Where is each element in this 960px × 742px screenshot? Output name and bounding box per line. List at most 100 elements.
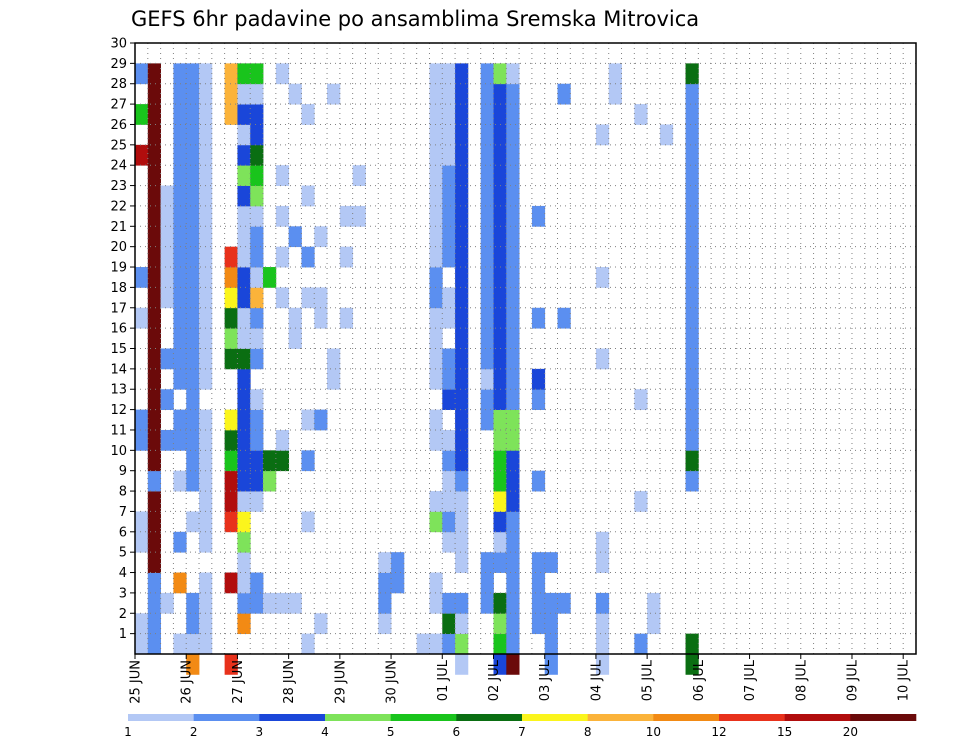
precip-cell: [506, 307, 520, 329]
y-tick-label: 24: [110, 159, 127, 174]
precip-cell: [493, 613, 507, 635]
precip-cell: [160, 185, 174, 207]
precip-cell: [147, 511, 161, 533]
precip-cell: [186, 409, 200, 431]
precip-cell: [199, 470, 213, 492]
precip-cell: [455, 429, 469, 451]
precip-cell: [147, 552, 161, 573]
precip-cell: [186, 83, 200, 105]
precip-cell: [595, 267, 610, 288]
y-tick-label: 10: [110, 444, 127, 459]
precip-cell: [250, 328, 264, 349]
colorbar-label: 12: [711, 725, 726, 739]
precip-cell: [595, 124, 610, 146]
precip-cell: [480, 368, 494, 390]
precip-cell: [135, 429, 149, 451]
precip-cell: [595, 531, 610, 553]
precip-cell: [135, 104, 149, 125]
y-tick-label: 14: [110, 362, 127, 377]
precip-cell: [250, 592, 264, 614]
precip-cell: [160, 389, 174, 410]
precip-cell: [173, 531, 187, 553]
precip-cell: [237, 63, 251, 85]
precip-cell: [173, 368, 187, 390]
precip-cell: [506, 552, 520, 573]
y-tick-label: 4: [119, 566, 127, 581]
precip-cell: [199, 572, 213, 594]
precip-cell: [275, 450, 290, 472]
precip-cell: [493, 429, 507, 451]
precip-cell: [173, 246, 187, 268]
precip-cell: [455, 205, 469, 227]
precip-cell: [160, 246, 174, 268]
precip-cell: [506, 409, 520, 431]
precip-cell: [224, 246, 238, 268]
precip-cell: [186, 267, 200, 288]
precip-cell: [634, 389, 648, 410]
precip-cell: [544, 552, 558, 573]
y-tick-label: 13: [110, 383, 127, 398]
precip-cell: [160, 429, 174, 451]
precip-cell: [250, 185, 264, 207]
precip-cell: [493, 185, 507, 207]
precip-cell: [147, 124, 161, 146]
precip-cell: [442, 613, 456, 635]
precip-cell: [442, 144, 456, 166]
colorbar-label: 15: [777, 725, 792, 739]
precip-cell: [455, 409, 469, 431]
precip-cell: [608, 83, 622, 105]
precip-cell: [480, 144, 494, 166]
precip-cell: [480, 63, 494, 85]
precip-cell: [544, 613, 558, 635]
precip-cell: [531, 368, 546, 390]
precip-cell: [327, 348, 341, 370]
precip-cell: [186, 63, 200, 85]
precip-cell: [557, 83, 571, 105]
precip-cell: [135, 267, 149, 288]
precip-cell: [429, 205, 443, 227]
precip-cell: [442, 185, 456, 207]
precip-cell: [685, 328, 699, 349]
precip-cell: [147, 165, 161, 186]
colorbar-swatch: [325, 714, 391, 721]
precip-cell: [186, 124, 200, 146]
x-tick-label: 28 JUN: [282, 660, 297, 704]
precip-cell: [275, 205, 290, 227]
precip-cell: [506, 267, 520, 288]
colorbar-label: 20: [843, 725, 858, 739]
precip-cell: [199, 104, 213, 125]
precip-cell: [442, 63, 456, 85]
precip-cell: [608, 63, 622, 85]
precip-cell: [429, 328, 443, 349]
x-tick-label: 09 JUL: [845, 659, 860, 701]
precip-cell: [224, 267, 238, 288]
precip-cell: [173, 409, 187, 431]
precip-cell: [275, 429, 290, 451]
precip-cell: [339, 246, 354, 268]
precip-cell: [480, 226, 494, 248]
precip-cell: [493, 246, 507, 268]
precip-cell: [147, 470, 161, 492]
colorbar-swatch: [719, 714, 785, 721]
precip-cell: [301, 246, 315, 268]
precip-cell: [493, 287, 507, 309]
precip-cell: [147, 307, 161, 329]
precip-cell: [531, 572, 546, 594]
precip-cell: [455, 246, 469, 268]
precip-cell: [160, 348, 174, 370]
colorbar-swatch: [653, 714, 720, 721]
precip-cell: [186, 185, 200, 207]
precip-cell: [186, 165, 200, 186]
precip-cell: [685, 348, 699, 370]
precip-cell: [237, 267, 251, 288]
precip-cell: [493, 633, 507, 655]
precip-cell: [480, 389, 494, 410]
precip-cell: [250, 389, 264, 410]
precip-cell: [147, 287, 161, 309]
precip-cell: [250, 83, 264, 105]
y-tick-label: 27: [110, 98, 127, 113]
precip-cell: [429, 409, 443, 431]
precip-cell: [199, 246, 213, 268]
precip-cell: [455, 613, 469, 635]
